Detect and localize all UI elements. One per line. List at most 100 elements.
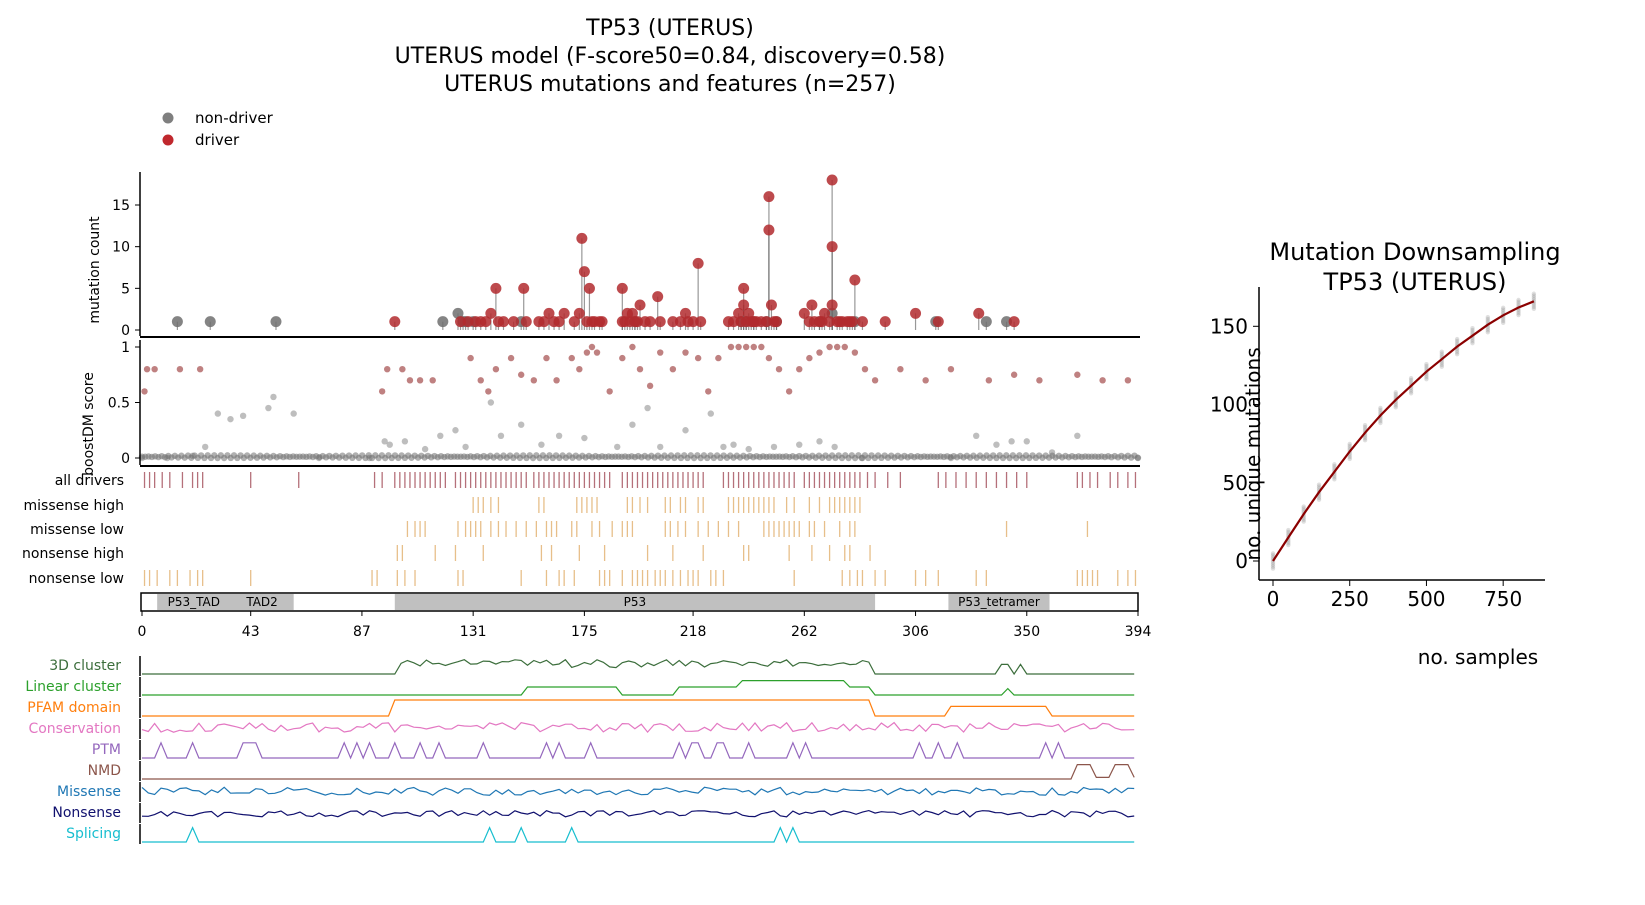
tick-row-label: nonsense low — [29, 571, 124, 587]
tick-row-label: all drivers — [55, 473, 124, 489]
downsampling-point — [1516, 297, 1521, 303]
boostdm-point-driver — [176, 366, 184, 373]
lollipop-point-driver — [738, 299, 750, 311]
downsampling-title-line-1: Mutation Downsampling — [1269, 238, 1560, 266]
boostdm-point-driver — [606, 388, 613, 395]
lollipop-point-driver — [634, 299, 646, 311]
downsampling-point — [1332, 463, 1337, 469]
boostdm-point-nondriver — [265, 404, 272, 412]
boostdm-axes: 00.51 — [108, 340, 1140, 467]
downsampling-point — [1286, 529, 1291, 535]
downsampling-point — [1408, 389, 1414, 394]
boostdm-point-nondriver — [644, 404, 651, 412]
downsampling-point — [1470, 329, 1475, 335]
lollipop-point-driver — [738, 282, 750, 294]
boostdm-point-driver — [1099, 377, 1106, 384]
lollipop-point-driver — [583, 282, 595, 294]
downsampling-point — [1439, 349, 1444, 354]
downsampling-point — [1393, 393, 1398, 399]
lollipop-point-driver — [631, 316, 643, 328]
feature-track-line — [141, 721, 1135, 734]
downsampling-point — [1439, 351, 1444, 356]
downsampling-point — [1454, 340, 1460, 346]
boostdm-point-nondriver — [270, 393, 277, 401]
feature-track-label: 3D cluster — [49, 658, 121, 674]
feature-tracks-panel: 3D cluster Linear cluster PFAM domain Conse… — [25, 656, 1135, 844]
domain-xtick-label: 394 — [1125, 624, 1152, 640]
lollipop-point-nondriver — [270, 316, 282, 328]
lollipop-point-driver — [1008, 316, 1020, 328]
downsampling-point — [1316, 495, 1322, 500]
downsampling-point — [1408, 387, 1414, 392]
feature-track-label: Splicing — [66, 826, 121, 842]
domain-xtick-label: 218 — [680, 624, 707, 640]
boostdm-point-driver — [816, 349, 823, 356]
boostdm-point-driver — [530, 377, 538, 384]
boostdm-point-driver — [151, 366, 158, 373]
title-line-1: TP53 (UTERUS) — [585, 16, 754, 41]
domain-label: P53_tetramer — [958, 595, 1040, 609]
lollipop-point-driver — [578, 266, 590, 278]
lollipop-point-nondriver — [452, 307, 464, 319]
boostdm-point-nondriver — [770, 443, 778, 451]
downsampling-point — [1531, 291, 1537, 296]
lollipop-point-nondriver — [171, 316, 183, 328]
downsampling-point — [1362, 424, 1368, 430]
downsampling-ytick-label: 100 — [1210, 393, 1248, 417]
lollipop-point-driver — [826, 299, 838, 311]
downsampling-point — [1393, 403, 1398, 408]
downsampling-point — [1301, 519, 1306, 524]
feature-track-line — [141, 786, 1135, 796]
lollipop-point-driver — [485, 307, 497, 319]
downsampling-point — [1516, 299, 1521, 305]
feature-track-line — [142, 658, 1135, 676]
tick-row-label: missense low — [30, 522, 124, 538]
lollipop-point-driver — [771, 316, 783, 328]
feature-track-label: Nonsense — [52, 805, 121, 821]
boostdm-point-driver — [735, 343, 742, 351]
tick-row-label: nonsense high — [22, 546, 124, 562]
downsampling-point — [1316, 482, 1322, 487]
boostdm-point-nondriver — [437, 432, 444, 439]
boostdm-point-nondriver — [315, 454, 323, 462]
feature-track-label: Missense — [57, 784, 121, 800]
downsampling-point — [1301, 506, 1306, 511]
boostdm-point-driver — [568, 354, 575, 362]
boostdm-point-nondriver — [239, 412, 247, 420]
downsampling-point — [1347, 456, 1352, 462]
feature-track-line — [142, 699, 1135, 717]
lollipop-axes: 0 5 10 15 — [112, 172, 1140, 339]
boostdm-point-nondriver — [164, 454, 171, 462]
downsampling-point — [1362, 436, 1368, 441]
lollipop-point-driver — [654, 316, 666, 328]
lollipop-point-driver — [652, 291, 664, 303]
downsampling-point — [1500, 307, 1506, 312]
boostdm-point-nondriver — [657, 443, 664, 451]
boostdm-point-driver — [196, 366, 204, 373]
boostdm-point-nondriver — [1074, 432, 1081, 439]
boostdm-point-nondriver — [386, 441, 393, 448]
legend-label-nondriver: non-driver — [195, 109, 274, 127]
boostdm-point-driver — [727, 343, 735, 351]
downsampling-point — [1393, 390, 1398, 395]
domain-bar — [948, 594, 1050, 610]
boostdm-point-driver — [861, 366, 869, 373]
downsampling-ytick-label: 150 — [1210, 314, 1248, 338]
boostdm-point-nondriver — [487, 399, 495, 406]
boostdm-point-nondriver — [581, 434, 588, 442]
lollipop-ylabel: mutation count — [87, 216, 103, 324]
downsampling-point — [1347, 441, 1352, 447]
boostdm-point-nondriver — [730, 441, 737, 448]
boostdm-point-nondriver — [462, 443, 469, 451]
boostdm-point-driver — [429, 377, 436, 384]
downsampling-point — [1286, 542, 1291, 548]
lollipop-point-nondriver — [204, 316, 216, 328]
boostdm-point-driver — [985, 377, 993, 384]
lollipop-marks — [171, 174, 1020, 330]
downsampling-point — [1500, 316, 1506, 322]
boostdm-point-driver — [507, 354, 515, 362]
feature-track-label: Linear cluster — [25, 679, 121, 695]
lollipop-point-driver — [520, 316, 532, 328]
boostdm-point-nondriver — [859, 454, 866, 462]
